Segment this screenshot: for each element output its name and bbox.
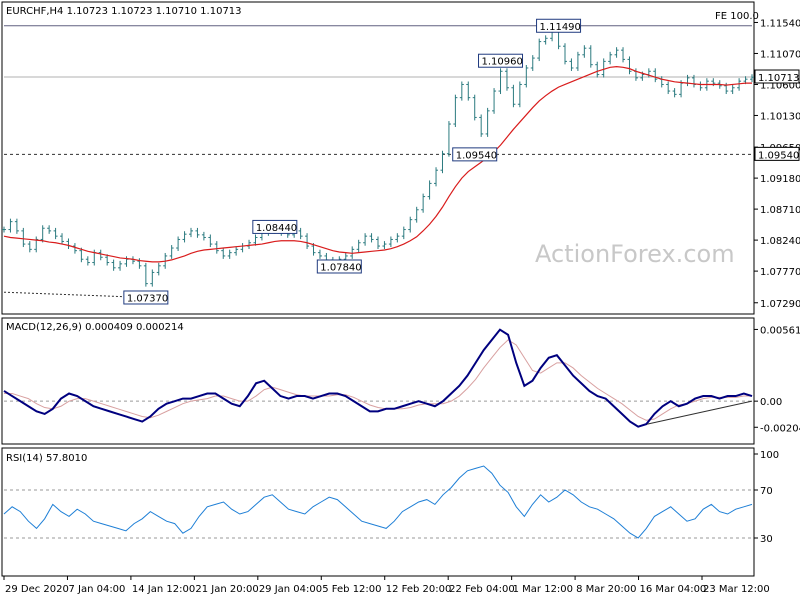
macd-panel bbox=[1, 317, 755, 445]
macd-trendline bbox=[647, 400, 753, 425]
price-y-tick-label: 1.09180 bbox=[760, 174, 800, 185]
x-tick-label: 29 Jan 04:00 bbox=[259, 584, 322, 595]
price-y-tick-label: 1.08710 bbox=[760, 205, 800, 216]
price-layer: 1.07370 1.08440 1.07840 1.09540 1.10960 1.114… bbox=[2, 18, 754, 305]
rsi-line bbox=[3, 465, 753, 539]
current-price-label: 1.10713 bbox=[758, 73, 799, 84]
x-tick-label: 12 Feb 20:00 bbox=[386, 584, 452, 595]
current-price-label-box bbox=[754, 69, 800, 84]
rsi-y-tick-label: 70 bbox=[760, 486, 773, 497]
price-annotation-box bbox=[123, 290, 169, 305]
price-annotation-box bbox=[536, 18, 582, 33]
x-tick-label: 21 Jan 20:00 bbox=[195, 584, 258, 595]
price-annotation-box bbox=[316, 259, 362, 274]
macd-header: MACD(12,26,9) 0.000409 0.000214 bbox=[6, 322, 184, 333]
price-y-tick-label: 1.11540 bbox=[760, 18, 800, 29]
price-y-tick-label: 1.10600 bbox=[760, 80, 800, 91]
x-tick-label: 29 Dec 2020 bbox=[5, 584, 69, 595]
price-y-tick-label: 1.10130 bbox=[760, 111, 800, 122]
macd-layer bbox=[3, 328, 753, 428]
price-annotation-label: 1.07370 bbox=[127, 293, 168, 304]
price-y-tick-label: 1.11070 bbox=[760, 49, 800, 60]
x-tick-label: 7 Jan 04:00 bbox=[68, 584, 125, 595]
macd-line bbox=[3, 328, 753, 428]
price-annotation-label: 1.08440 bbox=[256, 223, 297, 234]
price-header: EURCHF,H4 1.10723 1.10723 1.10710 1.1071… bbox=[6, 6, 242, 17]
x-tick-label: 1 Mar 12:00 bbox=[513, 584, 573, 595]
rsi-panel bbox=[1, 447, 755, 577]
moving-average-line bbox=[3, 66, 752, 263]
price-annotation-box bbox=[452, 147, 498, 162]
rsi-y-tick-label: 30 bbox=[760, 534, 773, 545]
price-panel bbox=[1, 1, 755, 315]
fe-label: FE 100.0 bbox=[715, 11, 759, 22]
price-y-tick-label: 1.08240 bbox=[760, 236, 800, 247]
price-annotation-label: 1.10960 bbox=[482, 57, 523, 68]
price-annotation-label: 1.07840 bbox=[320, 262, 361, 273]
axis-layer: 1.115401.110701.106001.101301.096501.091… bbox=[3, 18, 800, 595]
x-tick-label: 8 Mar 20:00 bbox=[576, 584, 636, 595]
x-tick-label: 23 Mar 12:00 bbox=[703, 584, 770, 595]
x-tick-label: 5 Feb 12:00 bbox=[322, 584, 381, 595]
x-tick-label: 16 Mar 04:00 bbox=[640, 584, 707, 595]
macd-y-tick-label: -0.002046 bbox=[760, 423, 800, 434]
support-level-label: 1.09540 bbox=[758, 150, 799, 161]
price-annotation-box bbox=[252, 219, 298, 234]
support-level-label-box bbox=[754, 146, 800, 161]
rsi-header: RSI(14) 57.8010 bbox=[6, 453, 87, 464]
macd-signal-line bbox=[4, 339, 752, 421]
rsi-y-tick-label: 100 bbox=[760, 450, 779, 461]
price-annotation-label: 1.11490 bbox=[540, 22, 581, 33]
price-y-tick-label: 1.07770 bbox=[760, 267, 800, 278]
price-y-tick-label: 1.07290 bbox=[760, 299, 800, 310]
rsi-layer bbox=[3, 465, 753, 539]
x-tick-label: 14 Jan 12:00 bbox=[132, 584, 195, 595]
macd-y-tick-label: 0.00 bbox=[760, 397, 782, 408]
watermark: ActionForex.com bbox=[535, 240, 735, 268]
macd-y-tick-label: 0.005618 bbox=[760, 325, 800, 336]
price-annotation-label: 1.09540 bbox=[456, 150, 497, 161]
x-tick-label: 22 Feb 04:00 bbox=[449, 584, 515, 595]
price-annotation-box bbox=[478, 53, 524, 68]
